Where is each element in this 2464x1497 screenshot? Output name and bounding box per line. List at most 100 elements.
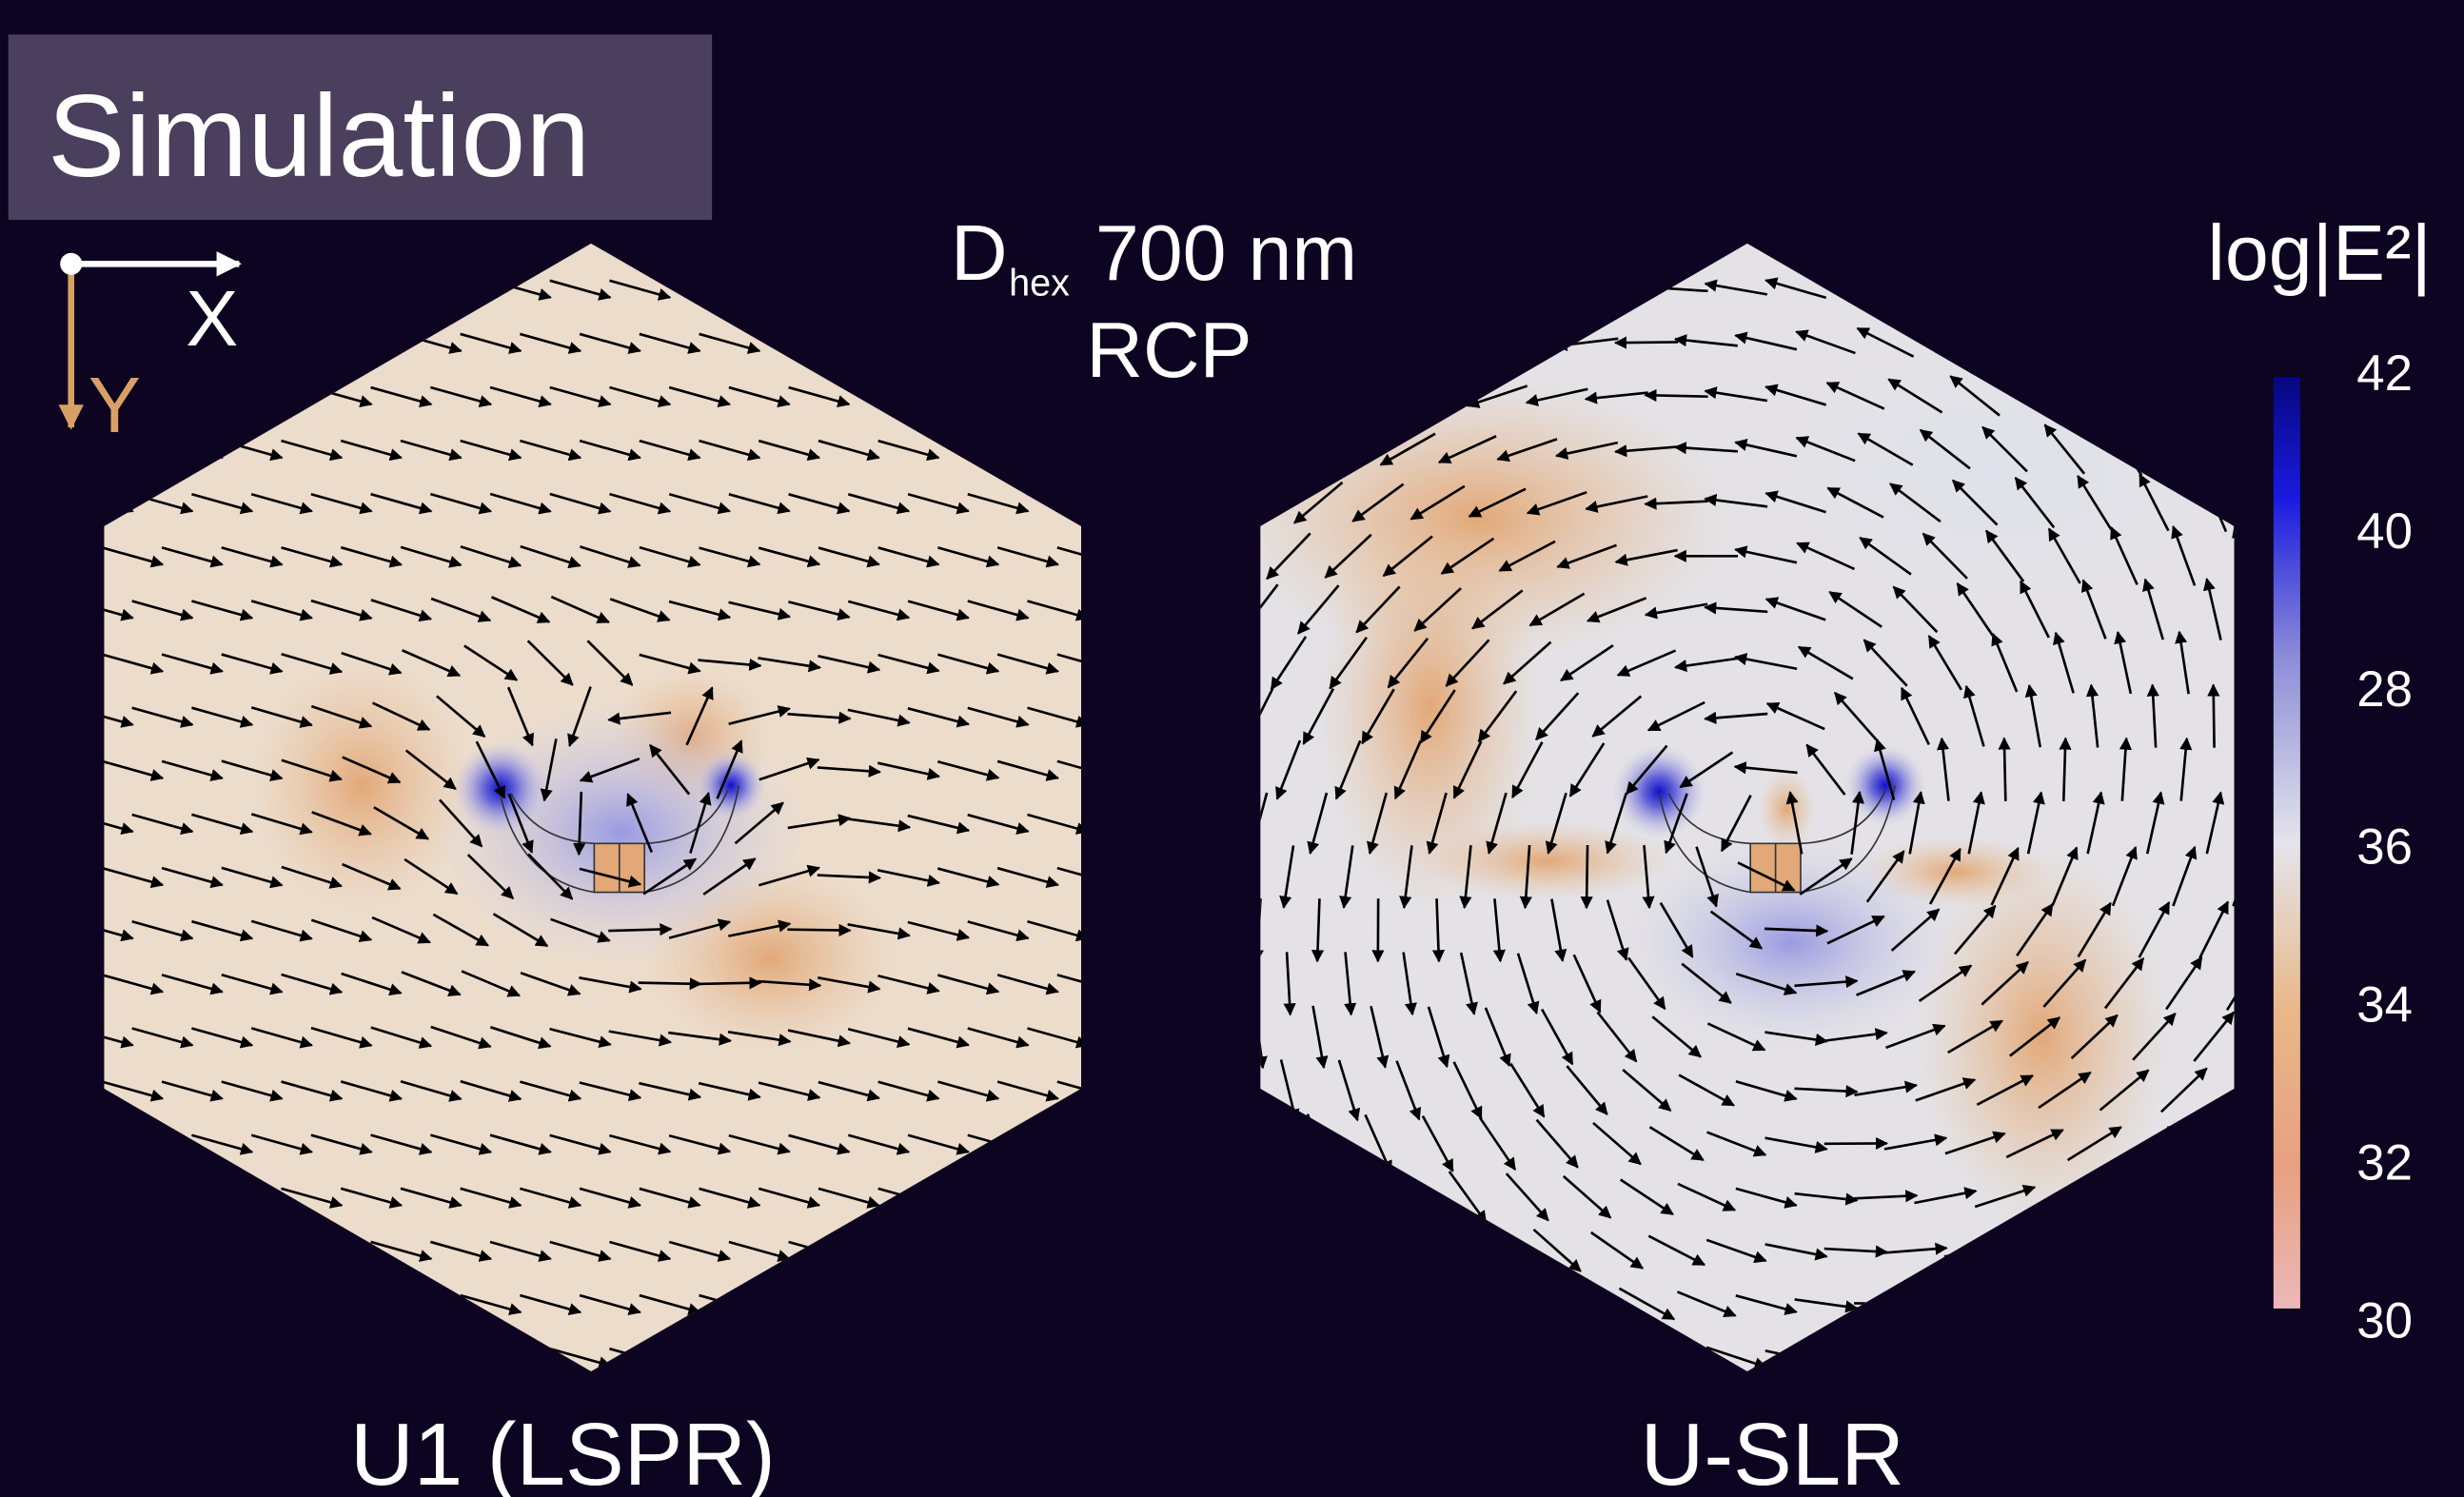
field-arrow: [281, 1295, 342, 1312]
field-arrow: [789, 1349, 850, 1366]
header-polarization: RCP: [1086, 306, 1252, 394]
field-arrow: [1408, 280, 1468, 299]
field-arrow: [1736, 228, 1797, 243]
field-arrow: [2156, 1290, 2212, 1318]
field-arrow: [878, 1295, 939, 1312]
field-arrow: [43, 227, 104, 245]
field-arrow: [1648, 1344, 1705, 1370]
field-arrow: [609, 1349, 670, 1366]
field-arrow: [1765, 1350, 1827, 1364]
field-arrow: [2035, 1294, 2095, 1313]
field-arrow: [2125, 1346, 2183, 1369]
field-arrow: [1914, 1301, 1977, 1308]
field-arrow: [1223, 1059, 1235, 1121]
field-arrow: [2190, 1123, 2237, 1164]
field-arrow: [968, 387, 1029, 404]
field-arrow: [1087, 815, 1148, 832]
field-arrow: [698, 983, 760, 984]
field-arrow: [937, 1189, 998, 1206]
field-arrow: [371, 281, 432, 298]
field-arrow: [1949, 271, 2001, 306]
panel-label: U-SLR: [1641, 1405, 1904, 1497]
field-arrow: [1857, 223, 1914, 248]
field-arrow: [251, 1242, 312, 1259]
field-arrow: [2240, 632, 2247, 695]
figure: Simulation X Y D hex 700 nm RCP: [0, 0, 2464, 1497]
field-arrow: [729, 1349, 790, 1366]
field-arrow: [341, 227, 402, 245]
colorbar-tick-label: 30: [2356, 1292, 2413, 1349]
panel-1-map: [94, 236, 1099, 1383]
field-arrow: [162, 1189, 223, 1206]
field-arrow: [997, 1295, 1058, 1312]
field-arrow: [1224, 845, 1234, 907]
field-arrow: [222, 1189, 283, 1206]
field-arrow: [1379, 330, 1437, 355]
field-arrow: [997, 334, 1058, 351]
field-arrow: [937, 334, 998, 351]
title: Simulation: [48, 70, 590, 201]
field-arrow: [1796, 226, 1855, 246]
field-arrow: [132, 1242, 193, 1259]
field-arrow: [162, 227, 223, 245]
field-arrow: [1291, 379, 1345, 412]
field-arrow: [132, 1349, 193, 1366]
colorbar-tick-label: 40: [2356, 503, 2413, 560]
field-arrow: [1532, 1338, 1583, 1375]
field-arrow: [1027, 387, 1088, 404]
field-arrow: [43, 1295, 104, 1312]
field-arrow: [281, 227, 342, 245]
field-arrow: [908, 387, 969, 404]
field-arrow: [2198, 369, 2230, 423]
field-arrow: [1322, 432, 1374, 467]
field-arrow: [251, 387, 312, 404]
field-arrow: [2096, 1291, 2154, 1315]
field-arrow: [222, 227, 283, 245]
field-arrow: [311, 1349, 372, 1366]
field-arrow: [937, 1295, 998, 1312]
field-arrow: [43, 655, 104, 672]
field-arrow: [132, 1135, 193, 1152]
field-arrow: [1087, 708, 1148, 725]
field-arrow: [1586, 287, 1648, 290]
field-arrow: [1854, 1303, 1917, 1304]
field-arrow: [1361, 1224, 1394, 1277]
field-arrow: [818, 334, 879, 351]
field-arrow: [2185, 1344, 2241, 1371]
field-arrow: [401, 227, 462, 245]
field-arrow: [1214, 1275, 1243, 1331]
field-arrow: [1378, 227, 1438, 246]
field-arrow: [1883, 1357, 1946, 1358]
field-arrow: [281, 334, 342, 351]
field-arrow: [1320, 328, 1376, 357]
field-arrow: [2101, 214, 2146, 258]
field-arrow: [102, 227, 163, 245]
field-arrow: [2214, 685, 2215, 748]
field-arrow: [2163, 212, 2205, 259]
field-arrow: [1474, 1336, 1521, 1378]
field-arrow: [818, 227, 879, 245]
field-arrow: [1497, 335, 1558, 349]
field-arrow: [1087, 1349, 1148, 1366]
field-arrow: [2240, 739, 2247, 801]
field-arrow: [2042, 321, 2087, 364]
field-arrow: [1027, 1135, 1088, 1152]
field-arrow: [848, 1349, 909, 1366]
field-arrow: [1974, 1297, 2036, 1310]
field-arrow: [72, 281, 133, 298]
field-arrow: [102, 334, 163, 351]
field-arrow: [997, 441, 1058, 458]
field-arrow: [132, 281, 193, 298]
field-arrow: [72, 494, 133, 511]
field-arrow: [132, 387, 193, 404]
field-arrow: [2246, 1342, 2300, 1372]
field-arrow: [1504, 1283, 1550, 1325]
field-arrow: [1943, 1353, 2006, 1361]
field-arrow: [2097, 1181, 2151, 1212]
field-arrow: [1349, 277, 1407, 301]
colorbar-tick-label: 42: [2356, 345, 2413, 402]
field-arrow: [2235, 526, 2253, 586]
field-arrow: [191, 1349, 252, 1366]
field-arrow: [43, 761, 104, 778]
field-arrow: [1300, 1331, 1336, 1383]
